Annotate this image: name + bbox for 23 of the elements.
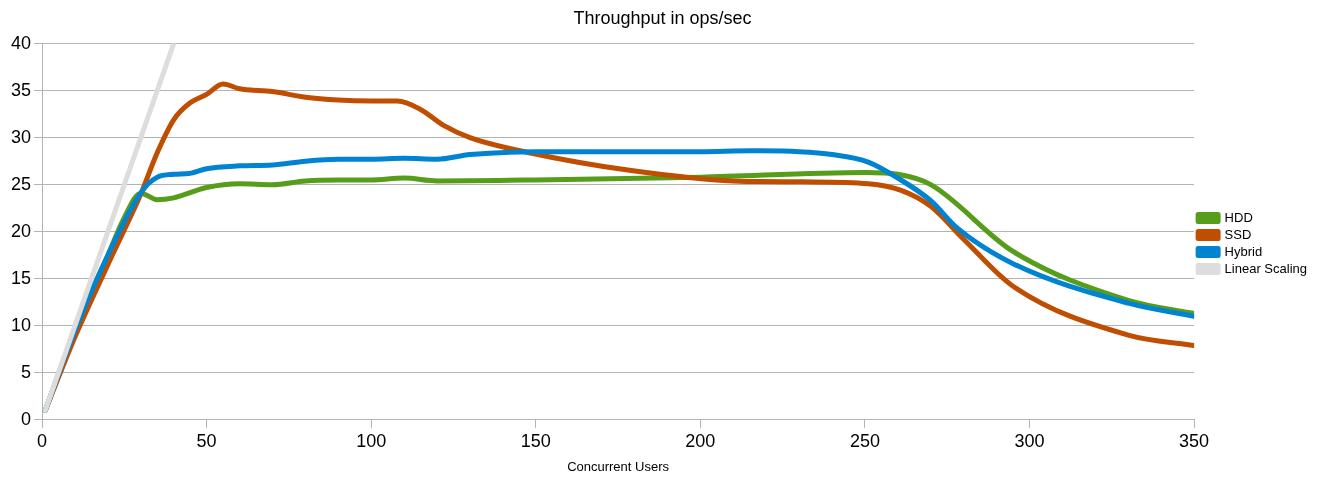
- x-tick-label: 50: [196, 430, 217, 451]
- x-tick-label: 200: [685, 430, 716, 451]
- chart-title: Throughput in ops/sec: [573, 7, 752, 28]
- y-tick-label: 15: [10, 267, 32, 288]
- x-tick-label: 300: [1014, 430, 1045, 451]
- y-tick-label: 10: [10, 314, 32, 335]
- legend-label: SSD: [1224, 226, 1252, 242]
- y-tick-label: 0: [21, 408, 32, 429]
- y-tick-label: 25: [10, 173, 32, 194]
- x-tick-label: 0: [37, 430, 48, 451]
- x-tick-label: 100: [356, 430, 387, 451]
- x-axis-title: Concurrent Users: [567, 458, 670, 474]
- y-tick-label: 40: [10, 32, 32, 53]
- x-tick-label: 150: [520, 430, 551, 451]
- y-tick-label: 20: [10, 220, 32, 241]
- y-tick-label: 30: [10, 126, 32, 147]
- x-tick-label: 350: [1179, 430, 1210, 451]
- x-tick-label: 250: [849, 430, 880, 451]
- y-tick-label: 5: [21, 361, 32, 382]
- y-tick-label: 35: [10, 79, 32, 100]
- legend-label: HDD: [1224, 209, 1253, 225]
- legend-label: Linear Scaling: [1224, 260, 1307, 276]
- legend-label: Hybrid: [1224, 243, 1263, 259]
